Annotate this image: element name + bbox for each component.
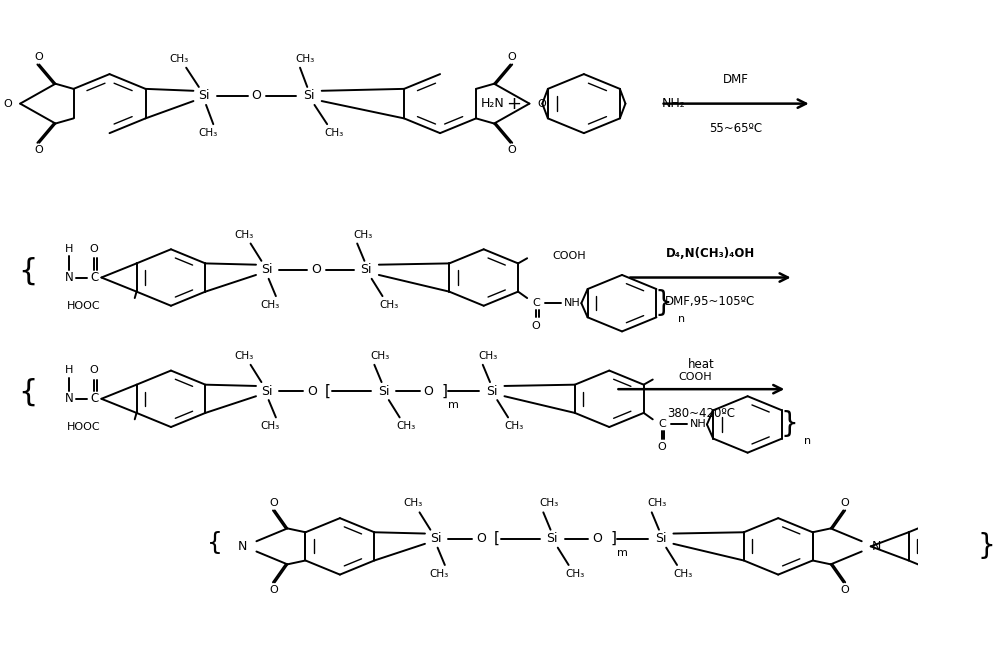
Text: COOH: COOH xyxy=(678,372,712,382)
Text: HOOC: HOOC xyxy=(67,301,100,311)
Text: O: O xyxy=(34,52,43,62)
Text: O: O xyxy=(538,99,546,109)
Text: CH₃: CH₃ xyxy=(169,54,189,64)
Text: [: [ xyxy=(494,531,500,546)
Text: CH₃: CH₃ xyxy=(325,128,344,138)
Text: D₄,N(CH₃)₄OH: D₄,N(CH₃)₄OH xyxy=(666,246,755,259)
Text: CH₃: CH₃ xyxy=(353,229,372,239)
Text: O: O xyxy=(34,146,43,155)
Text: NH: NH xyxy=(690,419,706,430)
Text: }: } xyxy=(655,289,673,317)
Text: CH₃: CH₃ xyxy=(430,569,449,579)
Text: n: n xyxy=(804,436,811,445)
Text: 55~65ºC: 55~65ºC xyxy=(710,122,763,135)
Text: O: O xyxy=(270,498,278,508)
Text: HOOC: HOOC xyxy=(67,422,100,432)
Text: H: H xyxy=(65,244,73,254)
Text: CH₃: CH₃ xyxy=(479,351,498,361)
Text: ]: ] xyxy=(441,384,447,398)
Text: {: { xyxy=(19,378,38,407)
Text: N: N xyxy=(871,540,881,553)
Text: CH₃: CH₃ xyxy=(539,499,558,508)
Text: CH₃: CH₃ xyxy=(379,300,398,310)
Text: CH₃: CH₃ xyxy=(505,421,524,432)
Text: CH₃: CH₃ xyxy=(370,351,389,361)
Text: Si: Si xyxy=(378,385,389,398)
Text: CH₃: CH₃ xyxy=(648,499,667,508)
Text: NH₂: NH₂ xyxy=(662,97,685,110)
Text: CH₃: CH₃ xyxy=(235,229,254,239)
Text: DMF,95~105ºC: DMF,95~105ºC xyxy=(665,296,755,309)
Text: Si: Si xyxy=(261,263,273,276)
Text: +: + xyxy=(506,95,521,112)
Text: CH₃: CH₃ xyxy=(674,569,693,579)
Text: O: O xyxy=(507,52,516,62)
Text: O: O xyxy=(507,146,516,155)
Text: CH₃: CH₃ xyxy=(235,351,254,361)
Text: COOH: COOH xyxy=(552,251,586,261)
Text: n: n xyxy=(678,314,685,324)
Text: O: O xyxy=(90,365,99,375)
Text: NH: NH xyxy=(564,298,581,308)
Text: O: O xyxy=(476,532,486,545)
Text: heat: heat xyxy=(688,358,715,371)
Text: O: O xyxy=(593,532,602,545)
Text: C: C xyxy=(532,298,540,308)
Text: C: C xyxy=(90,393,98,406)
Text: {: { xyxy=(207,531,223,555)
Text: Si: Si xyxy=(199,90,210,103)
Text: O: O xyxy=(270,585,278,595)
Text: O: O xyxy=(252,90,262,103)
Text: N: N xyxy=(237,540,247,553)
Text: CH₃: CH₃ xyxy=(565,569,585,579)
Text: 380~420ºC: 380~420ºC xyxy=(667,407,735,420)
Text: O: O xyxy=(307,385,317,398)
Text: C: C xyxy=(658,419,666,430)
Text: }: } xyxy=(978,532,995,560)
Text: m: m xyxy=(448,400,459,410)
Text: CH₃: CH₃ xyxy=(404,499,423,508)
Text: C: C xyxy=(90,271,98,284)
Text: Si: Si xyxy=(360,263,372,276)
Text: O: O xyxy=(532,320,541,331)
Text: O: O xyxy=(840,498,849,508)
Text: }: } xyxy=(780,410,798,439)
Text: N: N xyxy=(64,393,73,406)
Text: O: O xyxy=(840,585,849,595)
Text: CH₃: CH₃ xyxy=(261,421,280,432)
Text: H: H xyxy=(65,365,73,375)
Text: m: m xyxy=(617,548,628,558)
Text: CH₃: CH₃ xyxy=(261,300,280,310)
Text: CH₃: CH₃ xyxy=(296,54,315,64)
Text: Si: Si xyxy=(547,532,558,545)
Text: O: O xyxy=(657,442,666,452)
Text: O: O xyxy=(3,99,12,109)
Text: CH₃: CH₃ xyxy=(198,128,217,138)
Text: DMF: DMF xyxy=(723,73,749,86)
Text: Si: Si xyxy=(261,385,273,398)
Text: CH₃: CH₃ xyxy=(396,421,416,432)
Text: O: O xyxy=(90,244,99,254)
Text: Si: Si xyxy=(655,532,667,545)
Text: Si: Si xyxy=(303,90,315,103)
Text: O: O xyxy=(312,263,321,276)
Text: H₂N: H₂N xyxy=(481,97,504,110)
Text: {: { xyxy=(19,257,38,285)
Text: N: N xyxy=(64,271,73,284)
Text: Si: Si xyxy=(430,532,442,545)
Text: O: O xyxy=(424,385,434,398)
Text: ]: ] xyxy=(610,531,616,546)
Text: [: [ xyxy=(325,384,331,398)
Text: Si: Si xyxy=(486,385,498,398)
